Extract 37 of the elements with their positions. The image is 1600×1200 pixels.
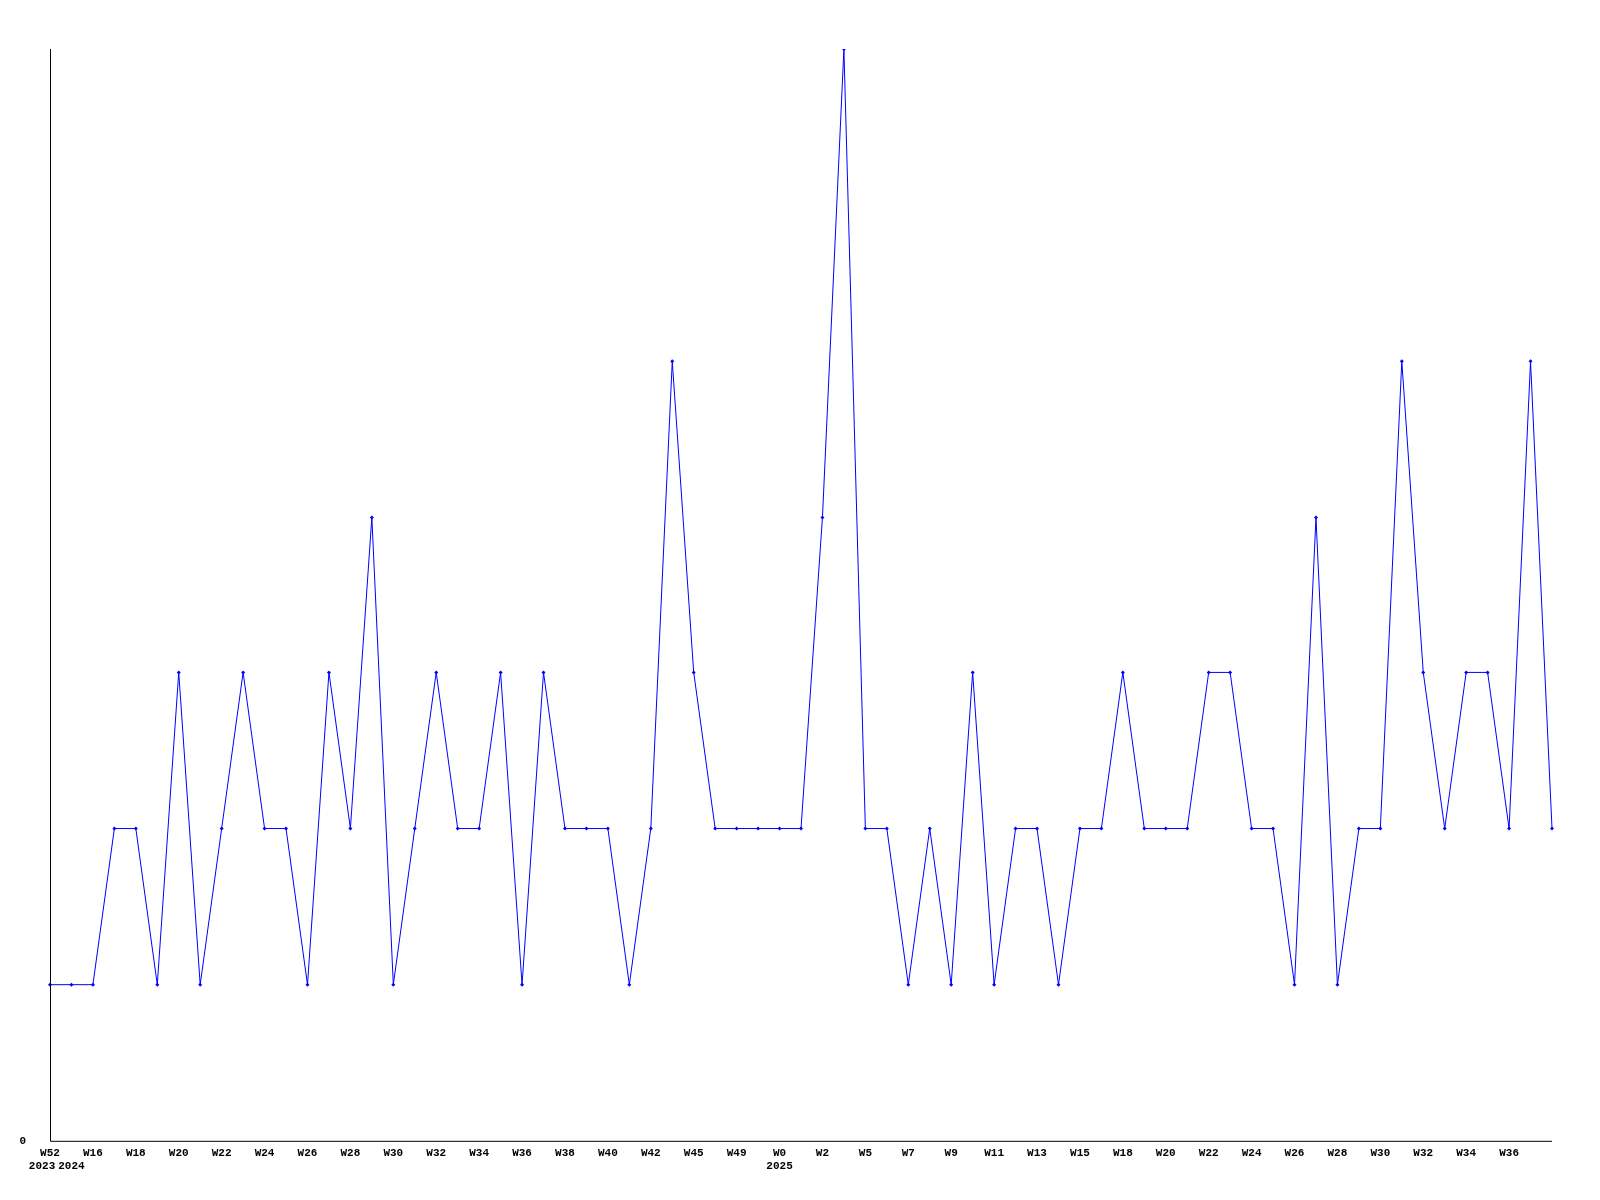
x-tick-label: W30 xyxy=(383,1147,404,1160)
x-tick-label: W28 xyxy=(1327,1147,1348,1160)
x-tick-label: W16 xyxy=(83,1147,103,1160)
x-tick-label: W26 xyxy=(297,1147,318,1160)
x-tick-label: W36 xyxy=(1499,1147,1519,1160)
x-tick-label: W13 xyxy=(1027,1147,1048,1160)
x-tick-label: W5 xyxy=(858,1147,873,1160)
x-tick-label: W45 xyxy=(683,1147,705,1160)
x-tick-label: W34 xyxy=(1456,1147,1477,1160)
x-tick-label: W40 xyxy=(597,1147,618,1160)
x-tick-label: W24 xyxy=(1241,1147,1262,1160)
x-tick-label: W49 xyxy=(726,1147,747,1160)
x-tick-label: W24 xyxy=(254,1147,275,1160)
x-tick-label: W32 xyxy=(426,1147,447,1160)
text: 0 xyxy=(19,1134,26,1147)
x-tick-label: W30 xyxy=(1370,1147,1391,1160)
x-tick-label: W22 xyxy=(1198,1147,1219,1160)
x-tick-label: W18 xyxy=(125,1147,147,1160)
x-tick-label: W9 xyxy=(944,1147,958,1160)
category-label: W0 2025 xyxy=(766,1147,793,1173)
x-tick-label: W11 xyxy=(984,1147,1005,1160)
x-tick-label: W7 xyxy=(901,1147,915,1160)
x-tick-label: W18 xyxy=(1112,1147,1134,1160)
x-tick-label: W22 xyxy=(211,1147,232,1160)
x-tick-label: W32 xyxy=(1413,1147,1434,1160)
x-tick-label: W38 xyxy=(555,1147,576,1160)
x-tick-label: W26 xyxy=(1284,1147,1305,1160)
x-tick-label: W20 xyxy=(168,1147,189,1160)
x-tick-label: W36 xyxy=(512,1147,532,1160)
x-tick-label: W42 xyxy=(640,1147,661,1160)
x-tick-label: 2024 xyxy=(58,1160,86,1173)
x-tick-label: W28 xyxy=(340,1147,361,1160)
x-tick-label: W2 xyxy=(815,1147,830,1160)
x-tick-label: W15 xyxy=(1070,1147,1091,1160)
x-tick-label: W20 xyxy=(1155,1147,1176,1160)
category-label: W52 2023 xyxy=(28,1147,60,1173)
x-tick-label: W34 xyxy=(469,1147,490,1160)
